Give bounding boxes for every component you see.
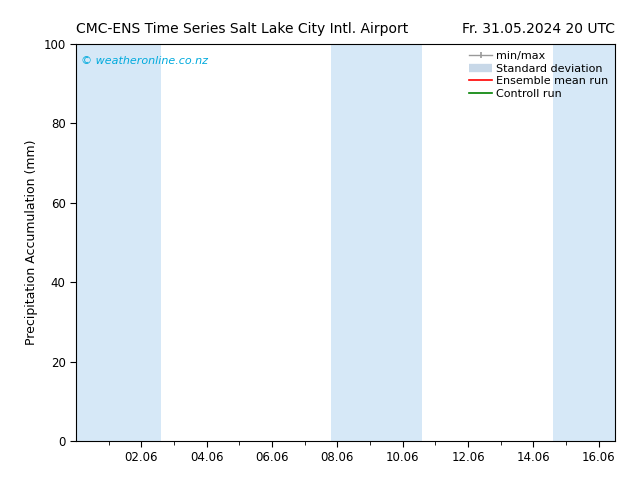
Text: © weatheronline.co.nz: © weatheronline.co.nz [81,56,209,66]
Bar [331,44,422,441]
Text: CMC-ENS Time Series Salt Lake City Intl. Airport: CMC-ENS Time Series Salt Lake City Intl.… [76,22,408,36]
Bar [76,44,161,441]
Text: Fr. 31.05.2024 20 UTC: Fr. 31.05.2024 20 UTC [462,22,615,36]
Bar [553,44,615,441]
Legend: min/max, Standard deviation, Ensemble mean run, Controll run: min/max, Standard deviation, Ensemble me… [469,49,609,100]
Y-axis label: Precipitation Accumulation (mm): Precipitation Accumulation (mm) [25,140,38,345]
